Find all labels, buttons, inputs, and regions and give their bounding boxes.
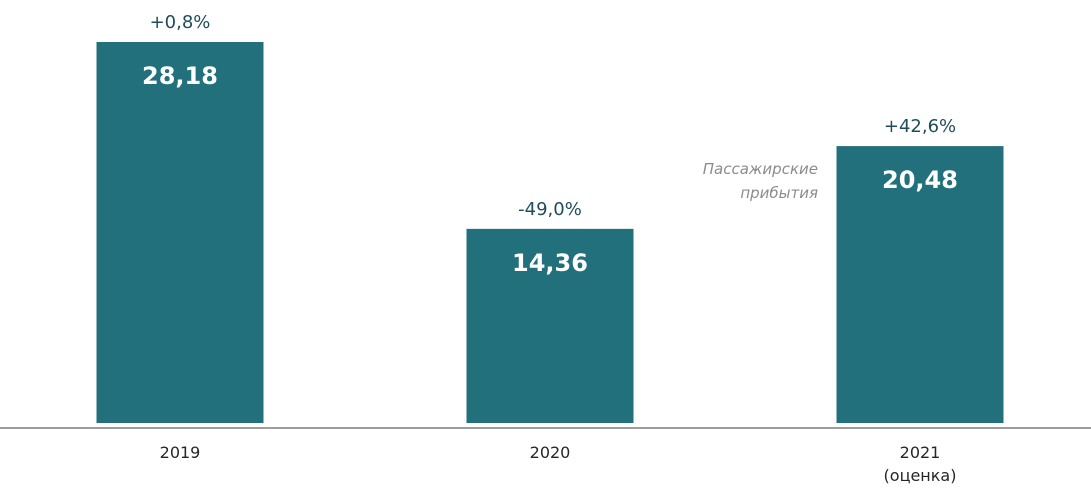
- change-label-2: +42,6%: [884, 116, 956, 137]
- series-annotation-line2: прибытия: [740, 184, 818, 202]
- bar-2: [836, 146, 1004, 423]
- bar-1: [466, 228, 634, 423]
- bars-group: [96, 42, 1004, 423]
- value-label-2: 20,48: [882, 166, 958, 194]
- category-label-0: 2019: [160, 443, 201, 462]
- category-label-2: 2021: [900, 443, 941, 462]
- value-label-0: 28,18: [142, 62, 218, 90]
- change-label-1: -49,0%: [518, 199, 582, 220]
- category-label-1: 2020: [530, 443, 571, 462]
- value-label-1: 14,36: [512, 249, 588, 277]
- labels-group: +0,8% 28,18 2019 -49,0% 14,36 2020 +42,6% 20,48…: [142, 12, 958, 485]
- change-label-0: +0,8%: [150, 12, 211, 33]
- category-sublabel-2: (оценка): [884, 466, 957, 485]
- bar-0: [96, 42, 264, 423]
- series-annotation-line1: Пассажирские: [703, 160, 818, 178]
